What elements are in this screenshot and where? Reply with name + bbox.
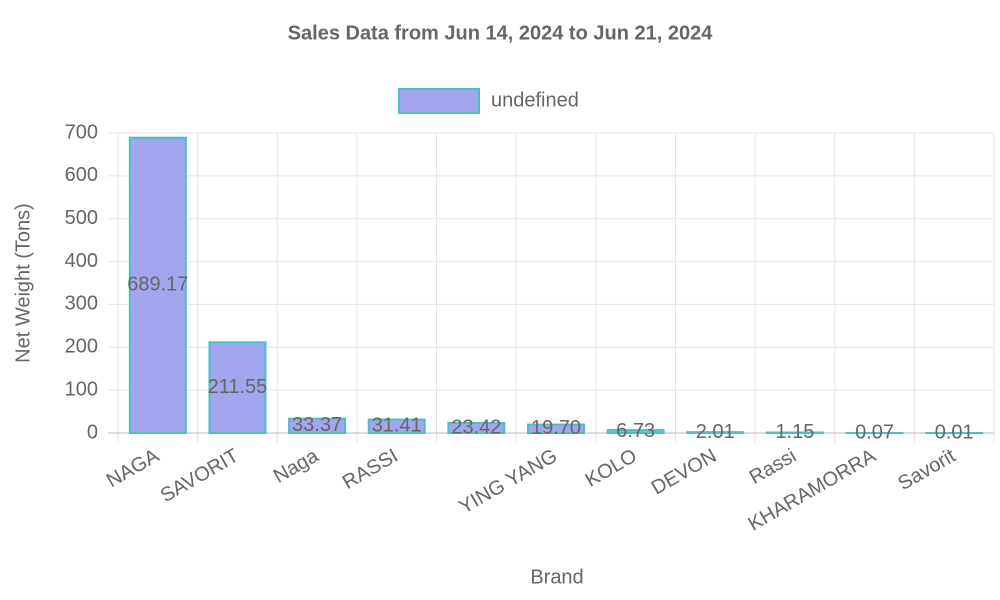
data-label: 1.15 (775, 421, 814, 443)
data-label: 0.07 (855, 421, 894, 443)
data-label: 33.37 (292, 414, 342, 436)
y-tick-label: 100 (65, 378, 98, 400)
data-label: 689.17 (127, 274, 188, 296)
y-tick-label: 300 (65, 293, 98, 315)
bar (208, 341, 267, 435)
x-tick-label: Rassi (746, 445, 800, 489)
legend-label: undefined (491, 89, 579, 111)
y-tick-label: 600 (65, 164, 98, 186)
x-tick-label: NAGA (103, 445, 164, 493)
x-tick-label: YING YANG (455, 445, 561, 519)
x-axis-title: Brand (530, 566, 583, 588)
bar (686, 431, 745, 435)
y-tick-label: 700 (65, 121, 98, 143)
data-label: 19.70 (531, 417, 581, 439)
x-tick-label: SAVORIT (157, 445, 243, 507)
legend-swatch (398, 88, 480, 114)
data-label: 6.73 (616, 420, 655, 442)
bar (367, 418, 426, 435)
data-label: 31.41 (372, 415, 422, 437)
chart-title: Sales Data from Jun 14, 2024 to Jun 21, … (288, 22, 714, 44)
data-label: 211.55 (208, 376, 268, 398)
bar (288, 417, 347, 435)
bar (527, 423, 585, 434)
y-tick-label: 200 (65, 336, 98, 358)
bar (606, 429, 665, 435)
x-tick-label: KOLO (582, 445, 641, 492)
y-tick-label: 0 (87, 421, 98, 443)
x-tick-label: RASSI (339, 445, 402, 494)
bar (447, 421, 506, 435)
y-tick-label: 500 (65, 207, 98, 229)
x-tick-label: Savorit (894, 445, 959, 495)
bar (128, 136, 187, 435)
data-label: 2.01 (696, 421, 735, 443)
x-tick-label: Naga (270, 444, 323, 487)
y-axis-title: Net Weight (Tons) (12, 203, 34, 363)
y-tick-label: 400 (65, 250, 98, 272)
x-tick-label: DEVON (648, 445, 721, 500)
data-label: 0.01 (935, 421, 974, 443)
data-label: 23.42 (451, 416, 501, 438)
